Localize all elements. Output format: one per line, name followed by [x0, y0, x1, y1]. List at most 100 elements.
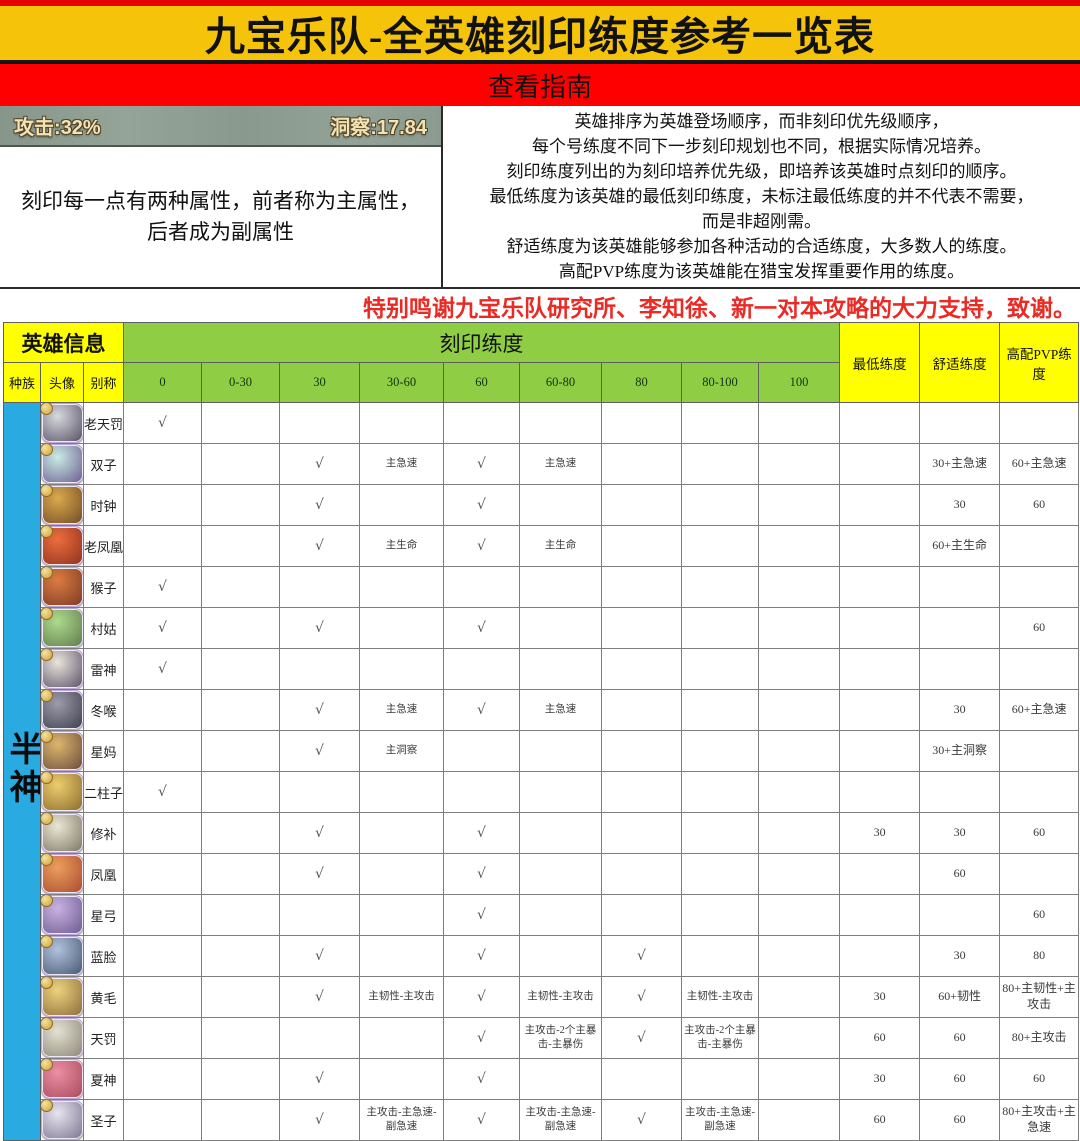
comfort-level-header: 舒适练度 — [919, 322, 1001, 403]
check-mark-cell: √ — [443, 525, 521, 567]
check-mark-cell: √ — [443, 976, 521, 1018]
race-header: 种族 — [3, 362, 41, 403]
guide-text-block: 英雄排序为英雄登场顺序，而非刻印优先级顺序， 每个号练度不同下一步刻印规划也不同，… — [443, 106, 1080, 287]
comfort-level-cell — [919, 894, 1001, 936]
empty-cell — [201, 525, 281, 567]
empty-cell — [359, 935, 445, 977]
min-level-cell: 30 — [839, 812, 921, 854]
hero-avatar-cell — [40, 812, 84, 854]
empty-cell — [681, 853, 760, 895]
min-level-cell — [839, 648, 921, 690]
empty-cell — [201, 812, 281, 854]
comfort-level-cell — [919, 607, 1001, 649]
empty-cell — [123, 976, 203, 1018]
engrave-note-cell: 主攻击-2个主暴击-主暴伤 — [519, 1017, 603, 1059]
empty-cell — [201, 730, 281, 772]
comfort-level-cell — [919, 402, 1001, 444]
empty-cell — [359, 853, 445, 895]
min-level-cell — [839, 894, 921, 936]
min-level-cell — [839, 402, 921, 444]
pvp-level-cell — [999, 525, 1080, 567]
empty-cell — [601, 607, 683, 649]
empty-cell — [201, 566, 281, 608]
hero-avatar-cell — [40, 484, 84, 526]
hero-name: 黄毛 — [82, 976, 125, 1018]
check-mark-cell: √ — [443, 484, 521, 526]
table-row: 星弓 √ 60 — [4, 894, 1080, 936]
empty-cell — [519, 771, 603, 813]
min-level-cell — [839, 853, 921, 895]
guide-text-line: 而是非超刚需。 — [702, 212, 821, 231]
check-mark-cell: √ — [601, 1017, 683, 1059]
header-row-1: 英雄信息 刻印练度 最低练度 舒适练度 高配PVP练度 — [2, 322, 1080, 403]
hero-avatar-cell — [40, 1058, 84, 1100]
pvp-level-cell: 60 — [999, 484, 1080, 526]
empty-cell — [359, 812, 445, 854]
hero-avatar — [41, 485, 83, 525]
engrave-note-cell: 主韧性-主攻击 — [519, 976, 603, 1018]
hero-avatar — [41, 649, 83, 689]
empty-cell — [279, 1017, 361, 1059]
empty-cell — [359, 484, 445, 526]
race-column-cell: 半神 — [3, 402, 41, 1141]
check-mark-cell: √ — [279, 976, 361, 1018]
empty-cell — [758, 648, 841, 690]
empty-cell — [359, 607, 445, 649]
pvp-level-header: 高配PVP练度 — [999, 322, 1080, 403]
guide-text-line: 每个号练度不同下一步刻印规划也不同，根据实际情况培养。 — [532, 137, 991, 156]
empty-cell — [519, 484, 603, 526]
check-mark-cell: √ — [601, 976, 683, 1018]
empty-cell — [519, 812, 603, 854]
check-mark-cell: √ — [443, 443, 521, 485]
table-row: 村姑 √ √ √ 60 — [4, 607, 1080, 649]
hero-avatar — [41, 1100, 83, 1140]
table-row: 双子 √ 主急速 √ 主急速 30+主急速 60+主急速 — [4, 443, 1080, 485]
empty-cell — [519, 935, 603, 977]
empty-cell — [359, 566, 445, 608]
table-row: 蓝脸 √ √ √ 30 80 — [4, 935, 1080, 977]
empty-cell — [519, 730, 603, 772]
empty-cell — [601, 1058, 683, 1100]
check-mark-cell: √ — [123, 771, 203, 813]
check-mark-cell: √ — [279, 1099, 361, 1141]
min-level-cell: 60 — [839, 1099, 921, 1141]
page-title: 九宝乐队-全英雄刻印练度参考一览表 — [204, 14, 876, 59]
game-screenshot-stat-bar: 攻击:32% 洞察:17.84 — [0, 106, 441, 147]
level-col-header: 80-100 — [681, 362, 760, 403]
empty-cell — [601, 402, 683, 444]
hero-avatar-cell — [40, 976, 84, 1018]
hero-avatar-cell — [40, 689, 84, 731]
engrave-note-cell: 主攻击-主急速-副急速 — [519, 1099, 603, 1141]
table-row: 老凤凰 √ 主生命 √ 主生命 60+主生命 — [4, 525, 1080, 567]
empty-cell — [758, 894, 841, 936]
pvp-level-cell — [999, 730, 1080, 772]
empty-cell — [123, 484, 203, 526]
empty-cell — [443, 402, 521, 444]
empty-cell — [279, 648, 361, 690]
pvp-level-cell: 60+主急速 — [999, 443, 1080, 485]
empty-cell — [123, 1058, 203, 1100]
pvp-level-cell: 80+主韧性+主攻击 — [999, 976, 1080, 1018]
empty-cell — [201, 484, 281, 526]
guide-bar-label: 查看指南 — [487, 72, 592, 102]
hero-avatar-cell — [40, 1017, 84, 1059]
empty-cell — [758, 812, 841, 854]
engrave-note-cell: 主急速 — [359, 689, 445, 731]
empty-cell — [601, 730, 683, 772]
table-row: 修补 √ √ 30 30 60 — [4, 812, 1080, 854]
min-level-cell — [839, 689, 921, 731]
pvp-level-cell — [999, 648, 1080, 690]
comfort-level-cell — [919, 566, 1001, 608]
race-label: 半神 — [4, 731, 41, 807]
empty-cell — [279, 771, 361, 813]
attack-stat: 攻击:32% — [14, 117, 101, 139]
check-mark-cell: √ — [279, 730, 361, 772]
hero-name: 双子 — [82, 443, 125, 485]
empty-cell — [123, 935, 203, 977]
note-line-2: 后者成为副属性 — [147, 220, 294, 244]
hero-name: 夏神 — [82, 1058, 125, 1100]
empty-cell — [201, 607, 281, 649]
empty-cell — [758, 976, 841, 1018]
avatar-header: 头像 — [40, 362, 84, 403]
empty-cell — [681, 648, 760, 690]
